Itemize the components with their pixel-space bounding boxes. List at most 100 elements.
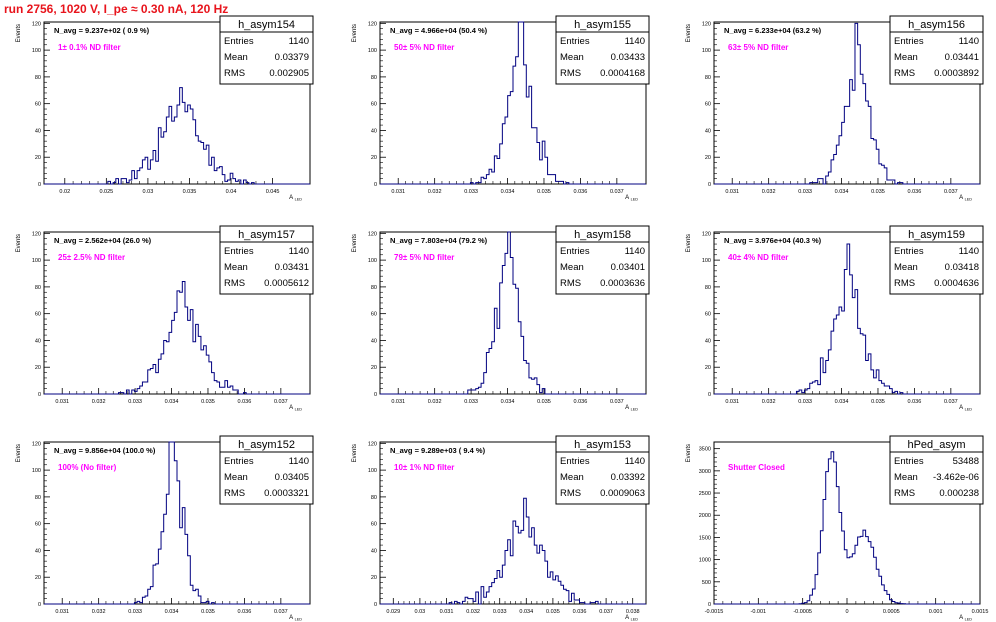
- x-tick-label: 0.036: [908, 399, 922, 405]
- stats-title: h_asym156: [908, 19, 965, 31]
- stats-value: 0.0005612: [264, 278, 309, 289]
- y-tick-label: 40: [371, 338, 377, 344]
- stats-value: 0.03379: [275, 52, 309, 63]
- x-axis-title: A LED: [625, 405, 638, 412]
- x-axis-title: A LED: [289, 405, 302, 412]
- stats-key: Mean: [894, 52, 918, 63]
- stats-value: 0.0003636: [600, 278, 645, 289]
- x-tick-label: 0.034: [165, 609, 179, 615]
- y-tick-label: 100: [368, 468, 377, 474]
- y-tick-label: 20: [705, 365, 711, 371]
- y-tick-label: 20: [35, 365, 41, 371]
- x-tick-label: 0.033: [464, 399, 478, 405]
- x-axis-title: A LED: [289, 195, 302, 202]
- stats-key: Entries: [224, 456, 254, 467]
- x-tick-label: 0.032: [92, 609, 106, 615]
- filter-label: 50± 5% ND filter: [394, 43, 454, 52]
- histogram-panel-h_asym153: 0 20 40 60 80 100 120 Events 0.029 0.03 0.031 0.032…: [352, 435, 650, 622]
- x-tick-label: 0.04: [226, 189, 237, 195]
- stats-title: h_asym158: [574, 229, 631, 241]
- x-tick-label: 0.0005: [883, 609, 900, 615]
- y-tick-label: 0: [374, 602, 377, 608]
- stats-value: 0.03401: [611, 262, 645, 273]
- x-axis-title: A LED: [289, 615, 302, 622]
- x-tick-label: 0.035: [546, 609, 560, 615]
- x-tick-label: 0.036: [573, 609, 587, 615]
- y-tick-label: 20: [371, 365, 377, 371]
- histogram-panel-h_asym158: 0 20 40 60 80 100 120 Events 0.031 0.032 0.033 0.03…: [352, 225, 650, 412]
- x-tick-label: 0.031: [55, 609, 69, 615]
- stats-value: 0.03405: [275, 472, 309, 483]
- stats-value: 1140: [625, 456, 645, 467]
- stats-value: 0.0004168: [600, 68, 645, 79]
- x-tick-label: 0.036: [574, 189, 588, 195]
- y-tick-label: 120: [368, 441, 377, 447]
- x-tick-label: -0.001: [751, 609, 767, 615]
- histogram-line: [44, 281, 310, 395]
- x-tick-label: 0.034: [519, 609, 533, 615]
- y-axis-title: Events: [16, 444, 22, 462]
- stats-value: 53488: [953, 456, 979, 467]
- histogram-panel-h_asym159: 0 20 40 60 80 100 120 Events 0.031 0.032 0.033 0.03…: [686, 225, 984, 412]
- x-tick-label: 0.031: [725, 399, 739, 405]
- histogram-line: [44, 87, 310, 185]
- y-tick-label: 60: [371, 522, 377, 528]
- stats-box: [555, 435, 650, 505]
- x-tick-label: 0.033: [493, 609, 507, 615]
- y-tick-label: 0: [708, 392, 711, 398]
- y-tick-label: 40: [371, 548, 377, 554]
- histogram-line: [714, 243, 980, 395]
- x-tick-label: 0.032: [762, 189, 776, 195]
- x-tick-label: 0.031: [391, 399, 405, 405]
- y-tick-label: 80: [371, 75, 377, 81]
- x-axis-title: A LED: [959, 195, 972, 202]
- stats-key: RMS: [894, 68, 915, 79]
- y-tick-label: 120: [32, 21, 41, 27]
- y-tick-label: 0: [708, 182, 711, 188]
- stats-key: RMS: [224, 278, 245, 289]
- plot-frame: [379, 21, 647, 185]
- y-tick-label: 60: [705, 102, 711, 108]
- stats-box: [219, 15, 314, 85]
- stats-key: RMS: [224, 68, 245, 79]
- stats-box: [219, 435, 314, 505]
- y-tick-label: 120: [32, 441, 41, 447]
- y-tick-label: 40: [371, 128, 377, 134]
- y-tick-label: 80: [371, 495, 377, 501]
- stats-key: RMS: [560, 278, 581, 289]
- filter-label: Shutter Closed: [728, 463, 785, 472]
- stats-value: 0.000238: [939, 488, 979, 499]
- y-axis-title: Events: [352, 24, 358, 42]
- stats-value: 1140: [625, 36, 645, 47]
- plot-frame: [713, 231, 981, 395]
- y-tick-label: 0: [374, 182, 377, 188]
- stats-value: 0.03418: [945, 262, 979, 273]
- stats-key: Mean: [224, 262, 248, 273]
- y-tick-label: 20: [705, 155, 711, 161]
- stats-value: 1140: [959, 246, 979, 257]
- filter-label: 1± 0.1% ND filter: [58, 43, 121, 52]
- x-tick-label: 0.037: [944, 189, 958, 195]
- x-tick-label: 0.033: [128, 609, 142, 615]
- stats-value: 1140: [289, 456, 309, 467]
- stats-value: 0.03431: [275, 262, 309, 273]
- stats-key: Mean: [894, 262, 918, 273]
- y-tick-label: 120: [32, 231, 41, 237]
- navg-label: N_avg = 9.289e+03 ( 9.4 %): [390, 446, 486, 455]
- x-tick-label: 0.032: [466, 609, 480, 615]
- y-tick-label: 0: [38, 602, 41, 608]
- filter-label: 10± 1% ND filter: [394, 463, 454, 472]
- y-tick-label: 20: [35, 155, 41, 161]
- stats-key: RMS: [894, 278, 915, 289]
- stats-key: RMS: [560, 68, 581, 79]
- y-tick-label: 80: [35, 285, 41, 291]
- x-tick-label: 0.032: [92, 399, 106, 405]
- x-tick-label: 0.031: [725, 189, 739, 195]
- plot-frame: [43, 231, 311, 395]
- y-tick-label: 20: [35, 575, 41, 581]
- stats-value: 0.0003892: [934, 68, 979, 79]
- stats-key: Entries: [894, 246, 924, 257]
- y-tick-label: 3500: [699, 447, 711, 453]
- x-tick-label: 0.033: [464, 189, 478, 195]
